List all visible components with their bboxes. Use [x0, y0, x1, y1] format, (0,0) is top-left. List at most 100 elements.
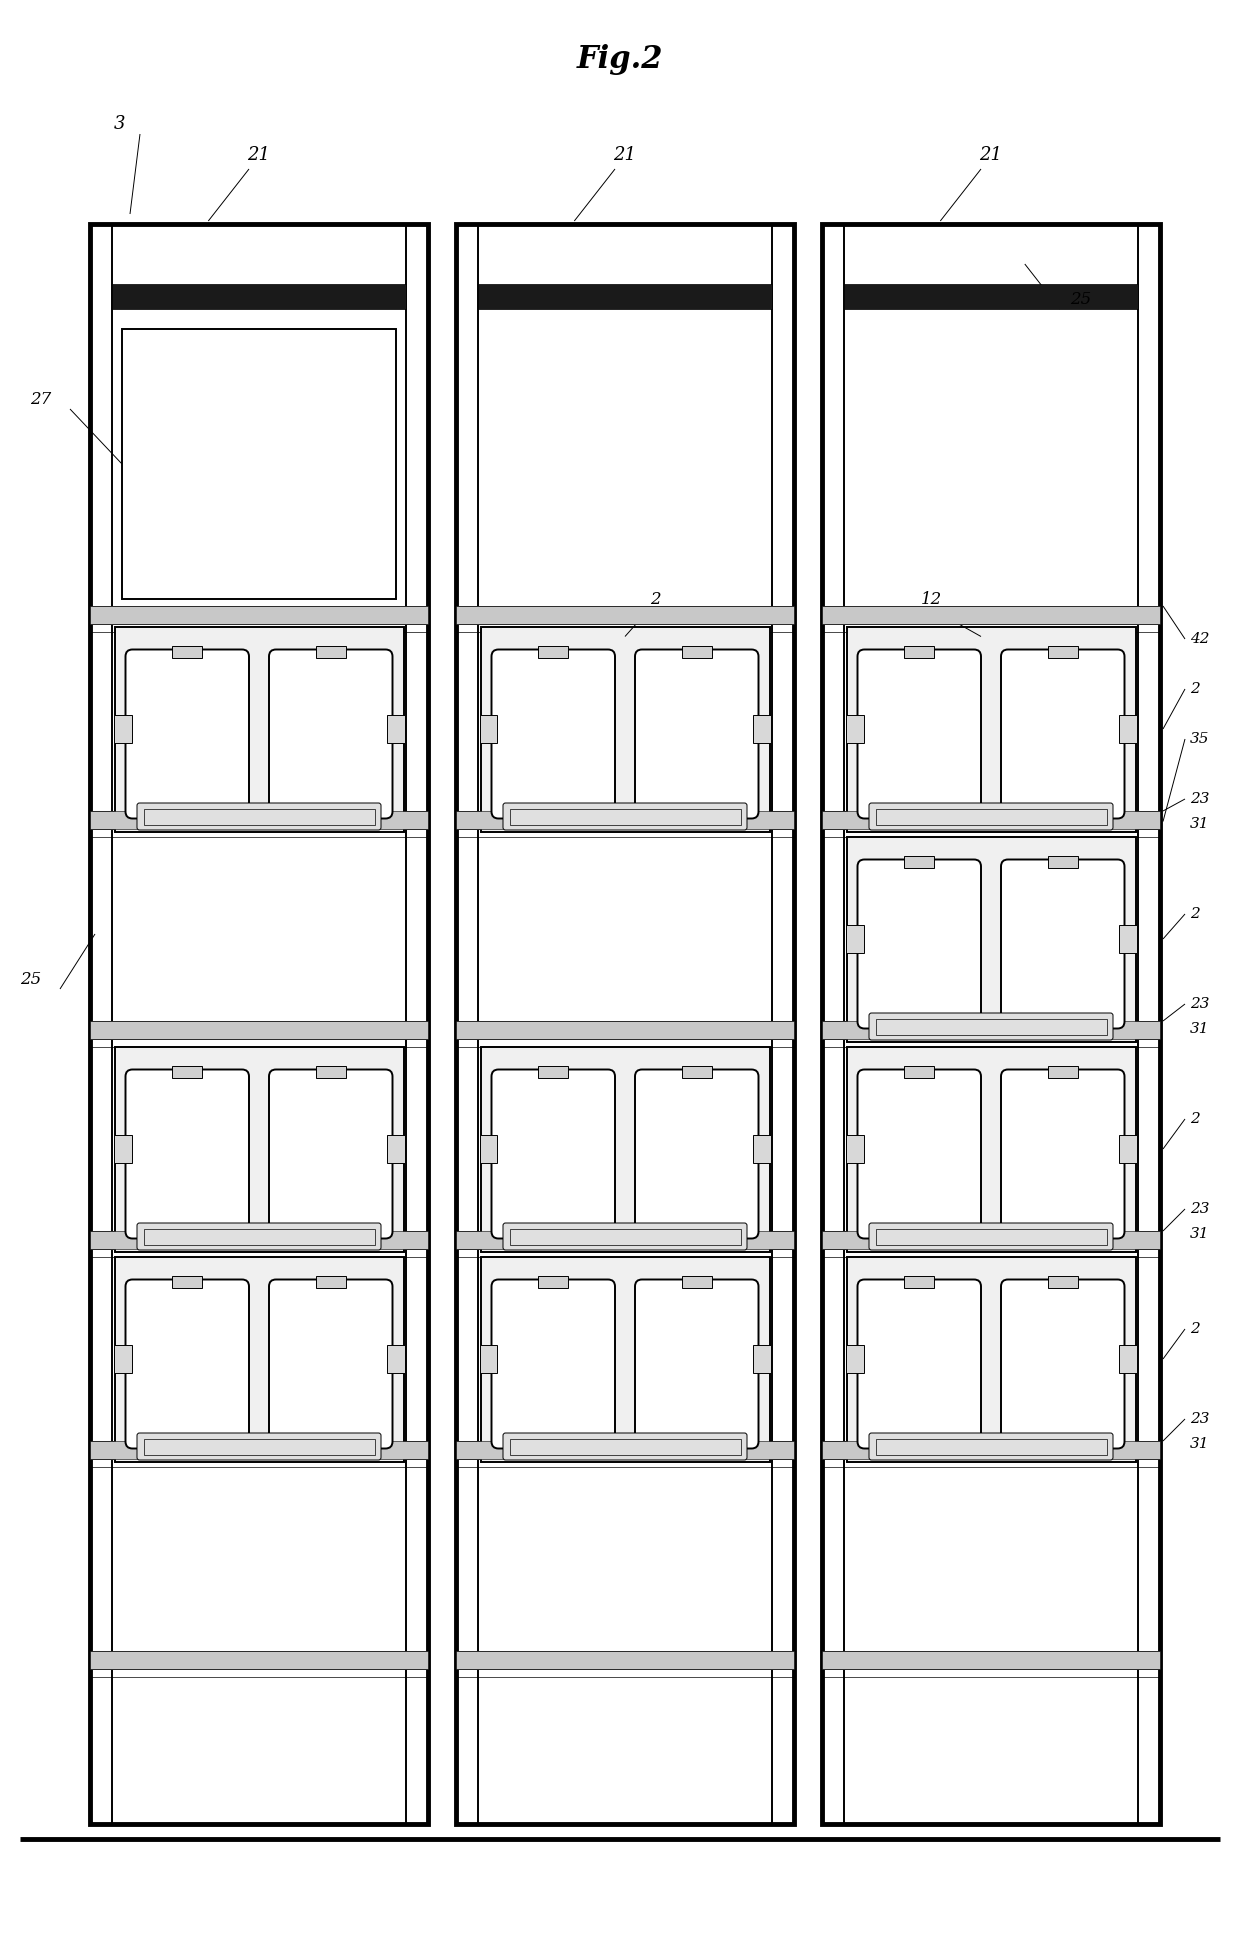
- Bar: [904, 646, 934, 658]
- Bar: [91, 605, 428, 625]
- Text: 23: 23: [1190, 1203, 1209, 1216]
- Bar: [846, 1135, 863, 1162]
- Bar: [1118, 1344, 1137, 1373]
- Bar: [91, 1652, 428, 1669]
- Bar: [822, 810, 1159, 830]
- Text: 31: 31: [1190, 816, 1209, 832]
- Text: 21: 21: [248, 145, 270, 164]
- Bar: [481, 627, 770, 832]
- Bar: [480, 716, 497, 743]
- Text: 27: 27: [30, 391, 51, 408]
- Bar: [316, 1066, 346, 1077]
- Bar: [846, 716, 863, 743]
- Text: 3: 3: [114, 114, 125, 133]
- Bar: [456, 605, 794, 625]
- Bar: [538, 646, 568, 658]
- Bar: [114, 1344, 131, 1373]
- Bar: [316, 646, 346, 658]
- Bar: [875, 1439, 1106, 1454]
- Bar: [822, 1441, 1159, 1458]
- Bar: [822, 605, 1159, 625]
- Bar: [822, 1021, 1159, 1039]
- Bar: [172, 1066, 202, 1077]
- Bar: [481, 1257, 770, 1462]
- Bar: [904, 855, 934, 868]
- Bar: [114, 1135, 131, 1162]
- Bar: [91, 1441, 428, 1458]
- Bar: [844, 284, 1138, 309]
- Bar: [822, 224, 1159, 1824]
- FancyBboxPatch shape: [136, 1222, 381, 1249]
- Bar: [753, 1344, 770, 1373]
- Bar: [847, 1257, 1136, 1462]
- FancyBboxPatch shape: [125, 650, 249, 818]
- Text: 2: 2: [1190, 683, 1200, 696]
- FancyBboxPatch shape: [269, 650, 393, 818]
- Text: 42: 42: [1190, 632, 1209, 646]
- Bar: [91, 1232, 428, 1249]
- Bar: [387, 1344, 404, 1373]
- FancyBboxPatch shape: [491, 650, 615, 818]
- FancyBboxPatch shape: [869, 1222, 1114, 1249]
- Text: 23: 23: [1190, 1412, 1209, 1425]
- Bar: [682, 1066, 712, 1077]
- Bar: [122, 329, 396, 600]
- FancyBboxPatch shape: [136, 803, 381, 830]
- Bar: [91, 1021, 428, 1039]
- Bar: [477, 284, 773, 309]
- Text: 2: 2: [1190, 907, 1200, 921]
- Bar: [847, 627, 1136, 832]
- Bar: [847, 837, 1136, 1042]
- Bar: [112, 284, 405, 309]
- Bar: [510, 1228, 740, 1244]
- Bar: [316, 1276, 346, 1288]
- Bar: [172, 1276, 202, 1288]
- FancyBboxPatch shape: [491, 1070, 615, 1238]
- FancyBboxPatch shape: [269, 1280, 393, 1449]
- FancyBboxPatch shape: [1001, 1070, 1125, 1238]
- Bar: [538, 1066, 568, 1077]
- Bar: [456, 1232, 794, 1249]
- Bar: [1048, 1066, 1078, 1077]
- Text: 31: 31: [1190, 1021, 1209, 1037]
- Text: 31: 31: [1190, 1226, 1209, 1242]
- Bar: [114, 1257, 403, 1462]
- Bar: [904, 1066, 934, 1077]
- Bar: [144, 808, 374, 824]
- FancyBboxPatch shape: [858, 1280, 981, 1449]
- Bar: [91, 224, 428, 1824]
- Bar: [480, 1135, 497, 1162]
- Bar: [538, 1276, 568, 1288]
- FancyBboxPatch shape: [125, 1280, 249, 1449]
- Bar: [144, 1228, 374, 1244]
- Bar: [846, 924, 863, 953]
- Bar: [847, 1046, 1136, 1251]
- Bar: [91, 810, 428, 830]
- FancyBboxPatch shape: [125, 1070, 249, 1238]
- Bar: [875, 808, 1106, 824]
- Bar: [822, 1652, 1159, 1669]
- FancyBboxPatch shape: [503, 1222, 746, 1249]
- Bar: [822, 1232, 1159, 1249]
- FancyBboxPatch shape: [503, 1433, 746, 1460]
- Bar: [387, 1135, 404, 1162]
- FancyBboxPatch shape: [858, 650, 981, 818]
- Bar: [481, 1046, 770, 1251]
- Bar: [510, 1439, 740, 1454]
- Bar: [1118, 1135, 1137, 1162]
- FancyBboxPatch shape: [635, 1070, 759, 1238]
- FancyBboxPatch shape: [1001, 859, 1125, 1029]
- Text: 2: 2: [1190, 1323, 1200, 1336]
- Text: 21: 21: [980, 145, 1002, 164]
- Text: 35: 35: [1190, 731, 1209, 747]
- Bar: [456, 224, 794, 1824]
- Bar: [1048, 646, 1078, 658]
- Bar: [456, 1441, 794, 1458]
- FancyBboxPatch shape: [635, 650, 759, 818]
- Text: 31: 31: [1190, 1437, 1209, 1450]
- Text: 2: 2: [650, 592, 661, 607]
- Bar: [753, 1135, 770, 1162]
- Bar: [480, 1344, 497, 1373]
- Bar: [114, 1046, 403, 1251]
- FancyBboxPatch shape: [1001, 1280, 1125, 1449]
